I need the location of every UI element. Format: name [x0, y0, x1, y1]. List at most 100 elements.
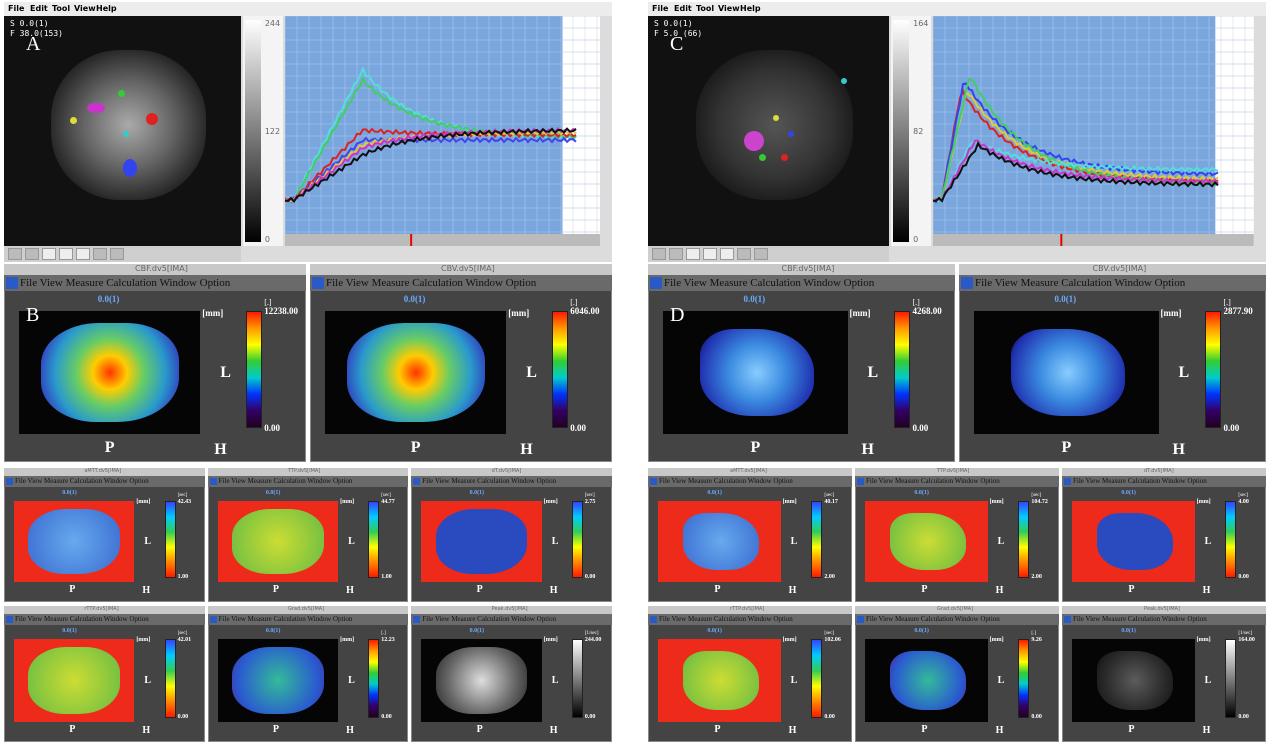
menu-item[interactable]: Edit: [30, 5, 48, 13]
orientation-label: L: [791, 676, 798, 686]
orientation-label: L: [868, 365, 879, 381]
unit-label: [mm]: [136, 637, 150, 643]
tissue-region: [436, 509, 528, 574]
unit-label: [sec]: [585, 493, 595, 498]
tool-button[interactable]: [110, 248, 124, 260]
orientation-label: L: [1179, 365, 1190, 381]
curve-chart: [285, 16, 600, 246]
frame-info: S 0.0(1): [654, 20, 693, 28]
color-bar: [165, 639, 176, 718]
roi-marker[interactable]: [118, 90, 125, 97]
unit-label: [mm]: [990, 499, 1004, 505]
tool-button[interactable]: [59, 248, 73, 260]
roi-marker[interactable]: [781, 154, 788, 161]
color-bar: [368, 639, 379, 718]
orientation-label: H: [1173, 442, 1185, 458]
unit-label: [mm]: [783, 499, 797, 505]
orientation-label: P: [411, 440, 421, 456]
unit-label: [.]: [381, 631, 386, 636]
tool-button[interactable]: [754, 248, 768, 260]
roi-marker[interactable]: [123, 131, 129, 137]
coordinate: 0.0(1): [98, 295, 120, 304]
color-bar: [1205, 311, 1222, 428]
tool-button[interactable]: [42, 248, 56, 260]
menu-item[interactable]: View: [718, 5, 740, 13]
tool-button[interactable]: [25, 248, 39, 260]
menu[interactable]: File View Measure Calculation Window Opt…: [15, 478, 149, 485]
orientation-label: H: [996, 726, 1004, 736]
window-title: TTP.dv5[IMA]: [937, 469, 969, 474]
unit-label: [sec]: [1238, 493, 1248, 498]
max-value: 6046.00: [570, 307, 599, 316]
unit-label: [sec]: [1031, 493, 1041, 498]
orientation-label: H: [346, 586, 354, 596]
orientation-label: P: [69, 585, 75, 595]
app-icon: [413, 616, 420, 623]
menu-item[interactable]: Help: [96, 5, 117, 13]
orientation-label: P: [714, 725, 720, 735]
max-value: 244.00: [585, 637, 602, 643]
tissue-region: [890, 651, 966, 709]
roi-marker[interactable]: [146, 113, 158, 125]
menu-item[interactable]: File: [8, 5, 24, 13]
color-bar: [572, 639, 583, 718]
app-icon: [6, 277, 18, 289]
tool-button[interactable]: [686, 248, 700, 260]
roi-marker[interactable]: [788, 131, 794, 137]
menu[interactable]: File View Measure Calculation Window Opt…: [1073, 616, 1207, 623]
roi-marker[interactable]: [841, 78, 847, 84]
unit-label: [mm]: [1161, 309, 1182, 318]
min-value: 1.00: [178, 574, 189, 580]
menu[interactable]: File View Measure Calculation Window Opt…: [326, 278, 536, 289]
menu[interactable]: File View Measure Calculation Window Opt…: [1073, 478, 1207, 485]
menu[interactable]: File View Measure Calculation Window Opt…: [659, 478, 793, 485]
color-bar: [572, 501, 583, 578]
menu-item[interactable]: Help: [740, 5, 761, 13]
menu[interactable]: File View Measure Calculation Window Opt…: [15, 616, 149, 623]
menu[interactable]: File View Measure Calculation Window Opt…: [20, 278, 230, 289]
window-title: aMTT.dv5[IMA]: [84, 469, 121, 474]
min-value: 0.00: [912, 424, 928, 433]
coordinate: 0.0(1): [266, 490, 281, 496]
panel-label: D: [670, 305, 684, 325]
tissue-region: [232, 509, 324, 574]
tool-button[interactable]: [652, 248, 666, 260]
unit-label: [mm]: [544, 499, 558, 505]
tool-button[interactable]: [737, 248, 751, 260]
tool-button[interactable]: [703, 248, 717, 260]
app-icon: [961, 277, 973, 289]
menu[interactable]: File View Measure Calculation Window Opt…: [219, 616, 353, 623]
menu[interactable]: File View Measure Calculation Window Opt…: [866, 616, 1000, 623]
tool-button[interactable]: [93, 248, 107, 260]
menu-item[interactable]: File: [652, 5, 668, 13]
roi-marker[interactable]: [759, 154, 766, 161]
menu[interactable]: File View Measure Calculation Window Opt…: [422, 478, 556, 485]
color-bar: [368, 501, 379, 578]
menu-item[interactable]: Edit: [674, 5, 692, 13]
menu[interactable]: File View Measure Calculation Window Opt…: [659, 616, 793, 623]
unit-label: [sec]: [381, 493, 391, 498]
orientation-label: P: [69, 725, 75, 735]
unit-label: [mm]: [990, 637, 1004, 643]
menu[interactable]: File View Measure Calculation Window Opt…: [664, 278, 874, 289]
tool-button[interactable]: [8, 248, 22, 260]
menu[interactable]: File View Measure Calculation Window Opt…: [975, 278, 1185, 289]
panel-label: C: [670, 34, 683, 54]
menu-item[interactable]: Tool: [696, 5, 714, 13]
tool-button[interactable]: [669, 248, 683, 260]
orientation-label: P: [714, 585, 720, 595]
menu[interactable]: File View Measure Calculation Window Opt…: [866, 478, 1000, 485]
tool-button[interactable]: [76, 248, 90, 260]
tool-button[interactable]: [720, 248, 734, 260]
toolbar: [648, 246, 889, 262]
window-title: rTTP.dv5[IMA]: [84, 607, 118, 612]
roi-marker[interactable]: [123, 159, 137, 177]
orientation-label: P: [1128, 725, 1134, 735]
menu-item[interactable]: View: [74, 5, 96, 13]
menu-item[interactable]: Tool: [52, 5, 70, 13]
menu[interactable]: File View Measure Calculation Window Opt…: [422, 616, 556, 623]
coordinate: 0.0(1): [707, 490, 722, 496]
orientation-label: L: [998, 676, 1005, 686]
menu[interactable]: File View Measure Calculation Window Opt…: [219, 478, 353, 485]
min-value: 2.00: [1031, 574, 1042, 580]
